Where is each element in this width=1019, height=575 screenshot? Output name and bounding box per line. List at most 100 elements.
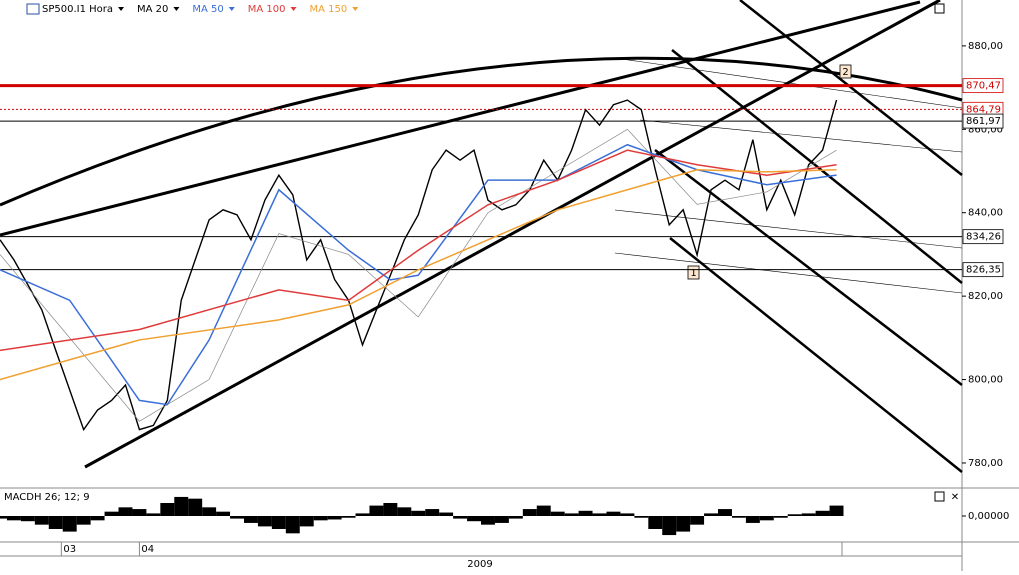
macd-bar — [467, 516, 481, 522]
macd-bar — [494, 516, 509, 523]
legend-entry[interactable]: MA 150 — [310, 4, 348, 15]
macd-bar — [425, 509, 440, 516]
moving-average — [0, 149, 837, 352]
macd-bar — [20, 516, 35, 522]
level-label-box — [962, 262, 1004, 278]
legend-dropdown — [118, 7, 125, 11]
macd-bar — [481, 516, 495, 525]
macd-bar — [815, 510, 830, 516]
maximize-button[interactable] — [934, 3, 945, 14]
maximize-button[interactable] — [934, 491, 945, 502]
y-tick-label: 840,00 — [968, 208, 1003, 219]
macd-bar — [731, 516, 746, 518]
macd-bar — [48, 516, 63, 529]
annotation: 2 — [842, 67, 848, 78]
macd-bar — [592, 513, 607, 516]
level-label-box — [962, 229, 1004, 245]
cfd-icon — [26, 3, 40, 15]
channel-line — [739, 0, 963, 176]
macd-bar — [299, 516, 314, 527]
macd-bar — [745, 516, 760, 523]
level-label: 834,26 — [966, 232, 1001, 243]
y-tick-label: 880,00 — [968, 41, 1003, 52]
macd-bar — [522, 509, 537, 516]
macd-bar — [216, 511, 231, 516]
level-label: 826,35 — [966, 265, 1001, 276]
moving-average — [0, 169, 837, 381]
macd-bar — [160, 503, 175, 516]
macd-bar — [104, 511, 119, 516]
macd-bar — [536, 505, 551, 516]
macd-bar — [662, 516, 677, 536]
trend-line — [0, 0, 921, 237]
macd-bar — [801, 513, 816, 516]
macd-bar — [620, 513, 635, 516]
y-tick-label: 800,00 — [968, 375, 1003, 386]
legend-dropdown — [352, 7, 359, 11]
macd-bar — [341, 516, 356, 518]
legend-entry[interactable]: MA 20 — [137, 4, 168, 15]
macd-bar — [787, 514, 802, 516]
channel-line — [671, 49, 963, 284]
macd-bar — [327, 516, 342, 520]
level-label-box — [962, 78, 1004, 94]
macd-bar — [508, 516, 523, 519]
y-tick-label: 860,00 — [968, 124, 1003, 135]
legend-dropdown — [173, 7, 180, 11]
moving-average — [0, 143, 837, 406]
trend-drawings — [0, 0, 963, 473]
macd-bar — [383, 503, 398, 516]
macd-bar — [439, 512, 454, 516]
macd-bar — [759, 516, 774, 521]
macd-bar — [606, 511, 621, 516]
macd-bar — [188, 498, 203, 516]
macd-bar — [243, 516, 258, 523]
close-button[interactable]: ✕ — [951, 492, 959, 503]
macd-bar — [0, 516, 7, 519]
x-tick-label: 03 — [63, 544, 76, 555]
macd-bar — [704, 513, 719, 516]
price-line — [0, 99, 838, 432]
y-tick-label: 820,00 — [968, 291, 1003, 302]
level-label: 864,79 — [966, 104, 1001, 115]
y-tick-label: 780,00 — [968, 458, 1003, 469]
macd-tick-label: 0,00000 — [968, 511, 1009, 522]
macd-bar — [174, 496, 189, 516]
macd-bar — [313, 516, 328, 521]
macd-bar — [257, 516, 272, 527]
macd-bar — [230, 516, 244, 519]
annotation: 1 — [690, 268, 696, 279]
thin-line — [614, 209, 963, 249]
macd-bar — [285, 516, 300, 534]
x-group-label: 2009 — [467, 559, 492, 570]
macd-bar — [773, 516, 788, 518]
thin-line — [639, 119, 963, 153]
macd-bar — [634, 516, 649, 518]
macd-bar — [718, 509, 732, 516]
level-label-box — [962, 113, 1004, 129]
macd-bar — [90, 516, 105, 521]
level-label: 870,47 — [966, 81, 1001, 92]
thin-line — [614, 57, 963, 109]
macd-bar — [132, 509, 147, 516]
trend-line — [84, 0, 941, 469]
macd-bar — [690, 516, 705, 525]
macd-bar — [118, 507, 133, 516]
legend-entry[interactable]: MA 50 — [192, 4, 223, 15]
channel-line — [654, 149, 963, 386]
annotation-box — [839, 64, 852, 79]
legend-entry[interactable]: MA 100 — [248, 4, 286, 15]
macd-bar — [62, 516, 77, 532]
legend-entry[interactable]: SP500.I1 Hora — [42, 4, 113, 15]
macd-bar — [6, 516, 21, 521]
macd-bar — [271, 516, 286, 529]
macd-bar — [453, 516, 468, 519]
annotation-box — [687, 265, 700, 280]
x-tick-label: 04 — [141, 544, 154, 555]
macd-bar — [550, 511, 565, 516]
macd-bar — [76, 516, 91, 525]
macd-bar — [829, 505, 844, 516]
legend-dropdown — [228, 7, 235, 11]
macd-bar — [369, 505, 384, 516]
macd-bar — [648, 516, 663, 529]
